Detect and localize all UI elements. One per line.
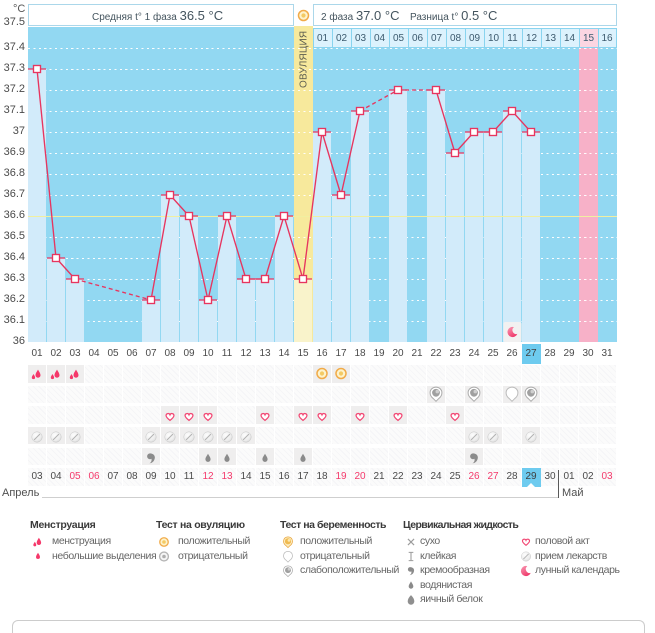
svg-text:ОВУЛЯЦИЯ: ОВУЛЯЦИЯ xyxy=(299,31,310,88)
